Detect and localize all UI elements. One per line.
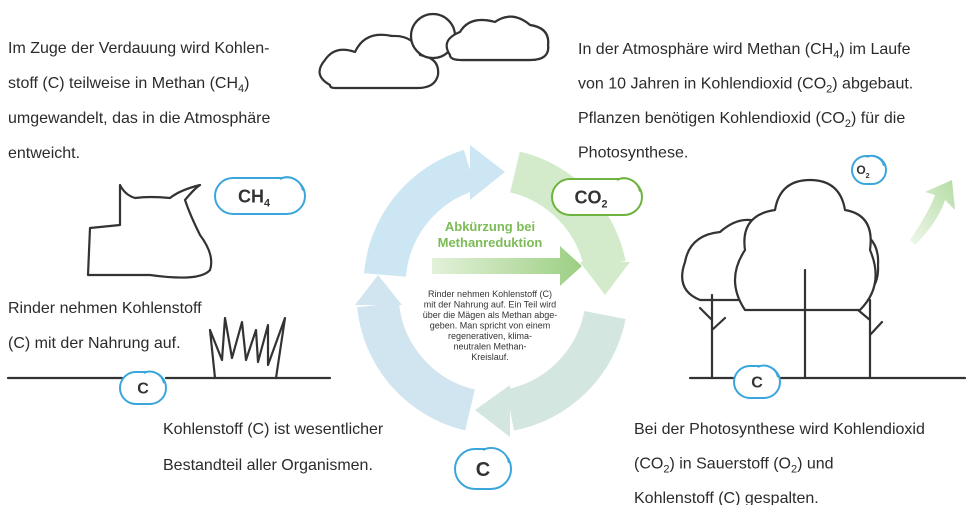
- text-run: (C) mit der Nahrung auf.: [8, 335, 181, 352]
- paragraph-line: (C) mit der Nahrung auf.: [8, 335, 181, 352]
- center-title: Methanreduktion: [438, 235, 543, 250]
- bubble-label: C: [751, 375, 763, 392]
- text-run: CO: [574, 187, 601, 207]
- text-run: In der Atmosphäre wird Methan (CH: [578, 41, 833, 58]
- text-run: ) im Laufe: [839, 41, 910, 58]
- text-run: ) in Sauerstoff (O: [669, 456, 791, 473]
- text-run: stoff (C) teilweise in Methan (CH: [8, 75, 238, 92]
- subscript: 2: [866, 171, 870, 180]
- center-text: mit der Nahrung auf. Ein Teil wird: [424, 300, 556, 310]
- text-run: Im Zuge der Verdauung wird Kohlen-: [8, 40, 269, 57]
- grass: [210, 318, 285, 378]
- paragraph-line: Kohlenstoff (C) gespalten.: [634, 490, 819, 505]
- center-text: geben. Man spricht von einem: [430, 321, 551, 331]
- subscript: 2: [601, 198, 607, 210]
- paragraph-line: umgewandelt, das in die Atmosphäre: [8, 110, 270, 127]
- paragraph-line: von 10 Jahren in Kohlendioxid (CO2) abge…: [578, 76, 913, 96]
- diagram: Im Zuge der Verdauung wird Kohlen-stoff …: [0, 0, 980, 505]
- text-run: C: [751, 375, 763, 392]
- o2-arrow: [910, 180, 955, 245]
- center-text: regenerativen, klima-: [448, 331, 532, 341]
- bubble-label: C: [476, 459, 490, 481]
- text-run: (CO: [634, 456, 663, 473]
- bubble-label: C: [137, 381, 149, 398]
- paragraph-line: Photosynthese.: [578, 145, 688, 162]
- paragraph-line: Rinder nehmen Kohlenstoff: [8, 300, 202, 317]
- text-run: entweicht.: [8, 145, 80, 162]
- text-run: Pflanzen benötigen Kohlendioxid (CO: [578, 110, 845, 127]
- text-run: ): [244, 75, 249, 92]
- text-run: C: [476, 459, 490, 481]
- cow: [88, 185, 211, 278]
- paragraph-line: Bei der Photosynthese wird Kohlendioxid: [634, 421, 925, 438]
- paragraph-line: (CO2) in Sauerstoff (O2) und: [634, 456, 834, 476]
- text-run: von 10 Jahren in Kohlendioxid (CO: [578, 76, 826, 93]
- shortcut-arrow: [432, 246, 582, 286]
- text-run: ) abgebaut.: [832, 76, 913, 93]
- text-run: ) für die: [851, 110, 905, 127]
- subscript: 4: [264, 197, 270, 209]
- center-text: über die Mägen als Methan abge-: [423, 310, 558, 320]
- text-run: C: [137, 381, 149, 398]
- paragraph-line: entweicht.: [8, 145, 80, 162]
- text-run: umgewandelt, das in die Atmosphäre: [8, 110, 270, 127]
- text-run: Bestandteil aller Organismen.: [163, 457, 373, 474]
- paragraph-line: In der Atmosphäre wird Methan (CH4) im L…: [578, 41, 911, 61]
- paragraph-line: stoff (C) teilweise in Methan (CH4): [8, 75, 249, 95]
- trees: [682, 180, 965, 378]
- center-text: Rinder nehmen Kohlenstoff (C): [428, 289, 552, 299]
- text-run: O: [856, 163, 865, 177]
- text-run: Kohlenstoff (C) gespalten.: [634, 490, 819, 505]
- paragraph-line: Kohlenstoff (C) ist wesentlicher: [163, 421, 384, 438]
- text-run: Bei der Photosynthese wird Kohlendioxid: [634, 421, 925, 438]
- center-title: Abkürzung bei: [445, 219, 535, 234]
- paragraph-line: Bestandteil aller Organismen.: [163, 457, 373, 474]
- text-run: CH: [238, 186, 264, 206]
- text-run: Rinder nehmen Kohlenstoff: [8, 300, 202, 317]
- text-run: Photosynthese.: [578, 145, 688, 162]
- clouds: [320, 14, 549, 88]
- paragraph-line: Im Zuge der Verdauung wird Kohlen-: [8, 40, 269, 57]
- center-text: neutralen Methan-: [453, 342, 526, 352]
- paragraph-line: Pflanzen benötigen Kohlendioxid (CO2) fü…: [578, 110, 905, 130]
- center-text: Kreislauf.: [471, 352, 509, 362]
- text-run: ) und: [797, 456, 833, 473]
- text-run: Kohlenstoff (C) ist wesentlicher: [163, 421, 384, 438]
